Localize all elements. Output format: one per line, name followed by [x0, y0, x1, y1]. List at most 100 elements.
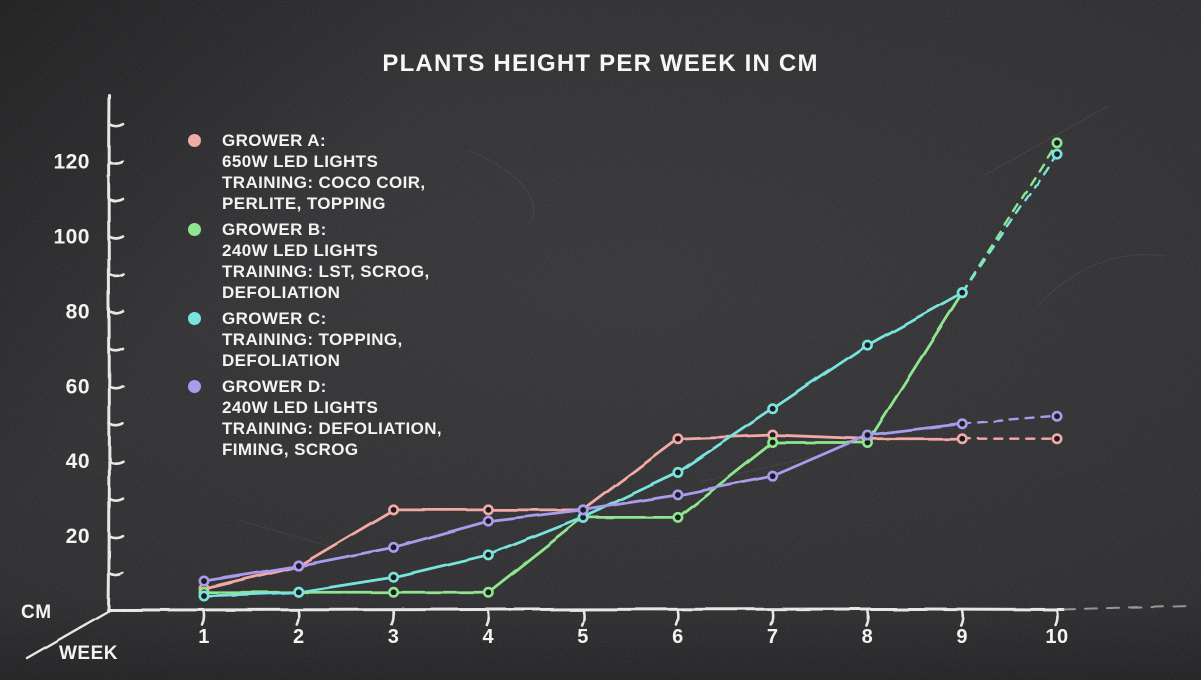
legend-dot-grower-d: [188, 380, 201, 393]
x-axis-tick: [675, 609, 680, 627]
data-point-grower-d: [293, 560, 305, 572]
y-axis-tick: [107, 197, 125, 203]
x-tick-label: 2: [293, 626, 305, 648]
x-tick-label: 10: [1045, 626, 1068, 648]
y-axis-tick: [107, 235, 125, 240]
y-tick-label: 40: [66, 450, 90, 473]
legend-text-line: GROWER A:: [222, 131, 327, 150]
legend-text-line: TRAINING: DEFOLIATION,: [222, 419, 443, 438]
legend-dot-grower-c: [188, 312, 201, 325]
legend-text-line: 650W LED LIGHTS: [222, 152, 379, 171]
x-tick-label: 7: [767, 626, 779, 648]
x-tick-label: 5: [577, 626, 589, 648]
data-point-grower-b: [482, 586, 494, 598]
data-point-grower-d: [388, 541, 400, 553]
x-axis-tick: [390, 609, 396, 627]
x-axis-tick: [959, 609, 965, 627]
legend-text-line: 240W LED LIGHTS: [222, 398, 379, 417]
legend-entry-grower-d: GROWER D: 240W LED LIGHTS TRAINING: DEFOLI…: [188, 376, 442, 460]
data-point-grower-c: [861, 339, 873, 351]
data-point-grower-d: [672, 489, 684, 501]
axis-tick-labels: 20 40 60 80 100 120 1 2 3 4 5 6 7 8 9 10: [53, 151, 1068, 648]
data-point-grower-a: [482, 504, 494, 516]
data-point-grower-a: [672, 433, 684, 445]
y-axis-tick: [107, 122, 125, 128]
legend-text-line: TRAINING: LST, SCROG,: [222, 262, 430, 281]
data-point-grower-c: [482, 549, 494, 561]
x-tick-label: 6: [672, 626, 684, 648]
x-axis-line: [106, 607, 1065, 612]
legend-text-line: TRAINING: TOPPING,: [222, 330, 403, 349]
y-axis-tick: [107, 272, 125, 278]
y-tick-label: 100: [53, 226, 90, 249]
data-point-grower-c: [1051, 148, 1063, 160]
legend-text-line: DEFOLIATION: [222, 351, 341, 370]
data-point-grower-b: [672, 511, 684, 523]
legend-text-line: PERLITE, TOPPING: [222, 194, 386, 213]
y-axis-tick: [107, 572, 125, 577]
legend-text-line: DEFOLIATION: [222, 283, 341, 302]
y-axis-tick: [107, 347, 125, 353]
origin-diagonal-line: [25, 610, 109, 660]
y-axis-tick: [107, 310, 125, 315]
data-point-grower-b: [1051, 137, 1063, 149]
axes: [25, 93, 1189, 660]
x-axis-tick: [769, 609, 775, 627]
data-point-grower-a: [1051, 433, 1063, 445]
y-axis-tick: [107, 422, 125, 428]
legend-entry-grower-b: GROWER B: 240W LED LIGHTS TRAINING: LST, S…: [188, 219, 442, 303]
data-point-grower-d: [198, 575, 210, 587]
x-tick-label: 1: [198, 626, 210, 648]
series-dashed-segment-grower-d: [961, 415, 1059, 425]
data-point-grower-b: [388, 586, 400, 598]
y-axis-tick: [107, 160, 125, 165]
data-point-grower-d: [861, 429, 873, 441]
legend-text-line: TRAINING: COCO COIR,: [222, 173, 426, 192]
data-point-grower-d: [767, 470, 779, 482]
x-tick-label: 4: [483, 626, 495, 648]
y-axis-tick: [107, 497, 125, 502]
y-tick-label: 120: [53, 151, 90, 174]
legend-text-line: GROWER C:: [222, 309, 327, 328]
y-axis-tick: [107, 534, 125, 540]
y-axis-unit-label: CM: [21, 602, 52, 623]
legend-text-line: FIMING, SCROG: [222, 440, 359, 459]
x-tick-label: 9: [956, 626, 968, 648]
x-axis-tick: [295, 609, 301, 627]
data-point-grower-b: [767, 436, 779, 448]
data-point-grower-c: [956, 287, 968, 299]
data-point-grower-a: [388, 504, 400, 516]
x-axis-tick: [485, 609, 491, 627]
x-axis-tick: [580, 609, 585, 627]
y-tick-label: 60: [66, 375, 90, 398]
legend-text-line: GROWER B:: [222, 220, 327, 239]
data-markers: [198, 137, 1063, 602]
x-axis-tick: [864, 609, 870, 627]
y-tick-label: 20: [66, 525, 90, 548]
y-axis-tick: [107, 385, 125, 390]
data-point-grower-d: [1051, 410, 1063, 422]
data-point-grower-c: [767, 403, 779, 415]
data-point-grower-d: [482, 515, 494, 527]
legend-dot-grower-a: [188, 134, 201, 147]
y-axis-tick: [107, 459, 125, 465]
legend-entry-grower-a: GROWER A: 650W LED LIGHTS TRAINING: COCO C…: [188, 130, 442, 214]
chalk-scratches: [237, 105, 1166, 548]
x-tick-label: 3: [388, 626, 400, 648]
series-dashed-segment-grower-b: [961, 141, 1059, 294]
legend-entry-grower-c: GROWER C: TRAINING: TOPPING, DEFOLIATION: [188, 308, 442, 371]
y-axis-line: [107, 93, 111, 613]
x-tick-label: 8: [862, 626, 874, 648]
legend-dot-grower-b: [188, 223, 201, 236]
x-axis-tick: [201, 609, 206, 627]
x-axis-tick: [1054, 609, 1059, 627]
x-axis-unit-label: WEEK: [59, 643, 118, 664]
data-point-grower-c: [198, 590, 210, 602]
data-point-grower-c: [672, 466, 684, 478]
data-point-grower-d: [956, 418, 968, 430]
legend-text-line: GROWER D:: [222, 377, 327, 396]
y-tick-label: 80: [66, 300, 90, 323]
data-point-grower-c: [293, 586, 305, 598]
